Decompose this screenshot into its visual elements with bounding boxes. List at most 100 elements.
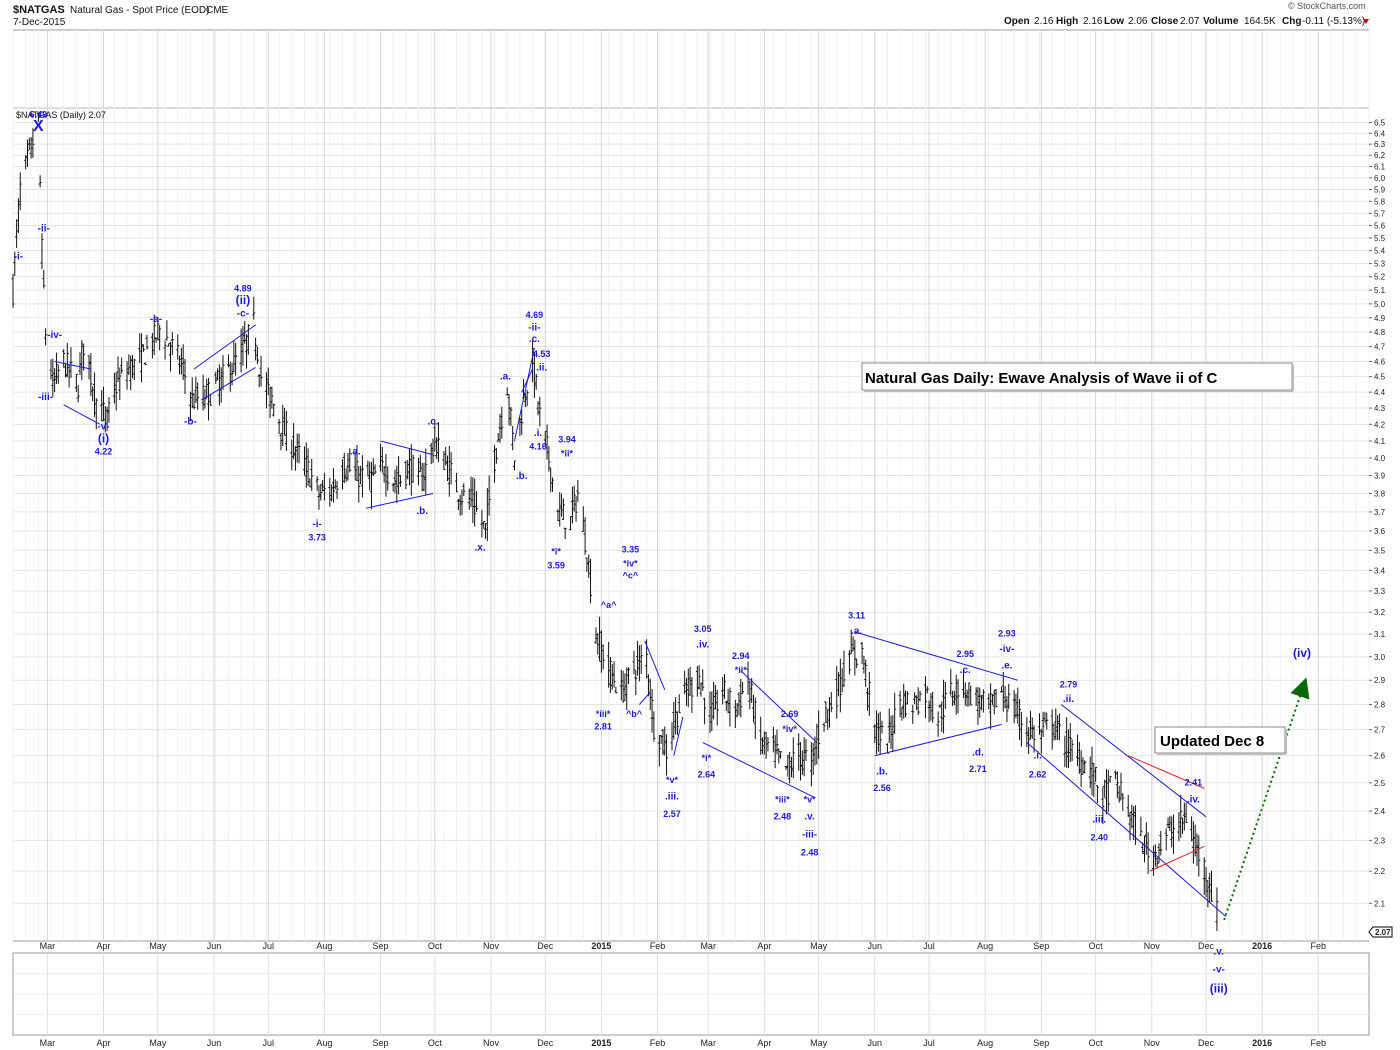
wave-label: .b.	[516, 471, 528, 482]
ohlc-bar	[512, 460, 516, 471]
ohlc-bar	[627, 667, 631, 685]
ohlc-bar	[1108, 775, 1112, 783]
x-tick-label-lower: Dec	[537, 1038, 554, 1048]
chg-label: Chg	[1282, 16, 1301, 27]
wave-label: 2.41	[1185, 778, 1203, 788]
ohlc-bar	[1170, 816, 1174, 848]
ohlc-bar	[650, 688, 654, 733]
ohlc-bar	[473, 478, 477, 527]
ohlc-bar	[493, 444, 497, 483]
trendline-blue	[639, 691, 651, 705]
ohlc-bar	[460, 489, 464, 516]
ohlc-bar	[232, 340, 236, 373]
ohlc-bar	[916, 687, 920, 716]
ohlc-bar	[1208, 873, 1212, 903]
ohlc-bar	[411, 454, 415, 483]
ohlc-bar	[873, 724, 877, 743]
trendline-blue	[874, 724, 1002, 757]
ohlc-bar	[545, 424, 549, 460]
ohlc-bar	[487, 475, 491, 516]
ohlc-bar	[822, 722, 826, 732]
ohlc-bar	[775, 729, 779, 755]
ohlc-bar	[771, 726, 775, 753]
volume-value: 164.5K	[1244, 16, 1276, 27]
y-tick-label: 2.2	[1374, 867, 1386, 876]
ohlc-bar	[498, 413, 502, 443]
ohlc-bar	[701, 669, 705, 691]
ohlc-bar	[141, 344, 145, 352]
x-tick-label: 2015	[591, 941, 611, 951]
ohlc-bar	[480, 509, 484, 538]
ohlc-bar	[547, 445, 551, 472]
ohlc-bar	[178, 355, 182, 375]
ohlc-bar	[1039, 728, 1043, 754]
x-tick-label-lower: Sep	[373, 1038, 389, 1048]
x-tick-label-lower: 2015	[591, 1038, 611, 1048]
ohlc-bar	[40, 233, 44, 270]
x-tick-label-lower: Feb	[650, 1038, 666, 1048]
ohlc-bar	[987, 693, 991, 710]
trendline-blue	[673, 716, 684, 756]
ohlc-bar	[25, 139, 29, 167]
ohlc-bar	[1139, 816, 1143, 837]
ohlc-bar	[596, 633, 600, 655]
wave-label: -ii-	[38, 224, 50, 235]
ohlc-bar	[715, 689, 719, 726]
ohlc-bar	[1003, 686, 1007, 709]
ohlc-bar	[799, 742, 803, 781]
y-tick-label: 5.9	[1374, 185, 1386, 194]
ohlc-bar	[585, 557, 589, 572]
ohlc-bar	[999, 686, 1003, 693]
ohlc-bar	[1052, 723, 1056, 741]
ohlc-bar	[264, 372, 268, 409]
ohlc-bar	[612, 661, 616, 688]
wave-label: *ii*	[735, 665, 748, 675]
ohlc-bar	[1166, 817, 1170, 829]
volume-label: Volume	[1203, 16, 1239, 27]
ohlc-bar	[802, 737, 806, 777]
ohlc-bar	[277, 418, 281, 435]
ohlc-bar	[132, 358, 136, 381]
ohlc-bar	[558, 492, 562, 527]
ohlc-bar	[214, 371, 218, 384]
ohlc-bar	[1181, 817, 1185, 834]
ohlc-bar	[456, 498, 460, 511]
ohlc-bar	[279, 432, 283, 451]
ohlc-bar	[1088, 756, 1092, 789]
ohlc-bar	[902, 683, 906, 719]
x-tick-label-lower: Mar	[700, 1038, 716, 1048]
ohlc-bar	[712, 682, 716, 720]
ohlc-bars	[11, 112, 1219, 931]
chart-exchange: CME	[206, 5, 229, 16]
wave-label: 2.62	[1029, 769, 1047, 779]
ohlc-bar	[572, 485, 576, 512]
plot-area	[12, 29, 1370, 942]
ohlc-bar	[936, 711, 940, 737]
y-tick-label: 4.5	[1374, 373, 1386, 382]
ohlc-bar	[748, 680, 752, 710]
ohlc-bar	[340, 459, 344, 490]
y-tick-label: 4.0	[1374, 454, 1386, 463]
x-tick-label-lower: May	[149, 1038, 167, 1048]
trendline-blue	[513, 347, 535, 442]
low-label: Low	[1104, 16, 1124, 27]
last-price-value: 2.07	[1375, 928, 1391, 937]
ohlc-bar	[750, 678, 754, 704]
y-tick-label: 6.4	[1374, 129, 1386, 138]
ohlc-bar	[507, 394, 511, 426]
ohlc-bar	[1117, 785, 1121, 803]
wave-label: *ii*	[561, 448, 574, 458]
ohlc-bar	[885, 743, 889, 754]
x-tick-label: Sep	[1033, 941, 1049, 951]
ohlc-bar	[188, 391, 192, 422]
ohlc-bar	[646, 674, 650, 697]
x-axis-ticks: Mar Apr May Jun Jul Aug Sep Oct Nov Dec 2015 Feb Mar…	[40, 941, 1326, 951]
ohlc-bar	[203, 388, 207, 409]
ohlc-bar	[120, 357, 124, 374]
ohlc-bar	[574, 495, 578, 522]
x-tick-label-lower: Jul	[923, 1038, 935, 1048]
ohlc-bar	[469, 476, 473, 508]
ohlc-bar	[281, 404, 285, 447]
ohlc-bar	[67, 365, 71, 388]
trendline-blue	[365, 492, 434, 509]
